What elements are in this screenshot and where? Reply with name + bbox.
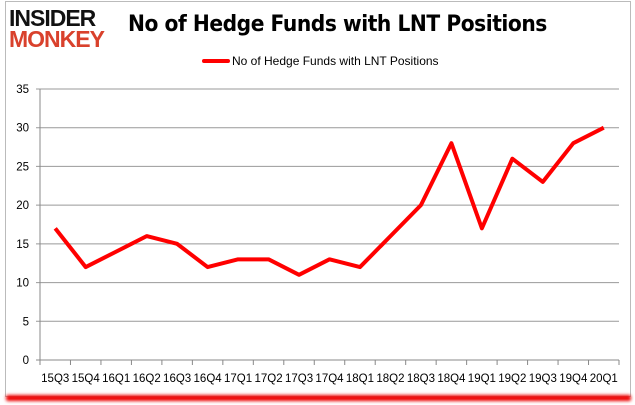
logo-line1: INSIDER: [9, 5, 96, 31]
x-tick-label: 16Q4: [194, 373, 223, 385]
x-tick-label: 16Q1: [102, 373, 130, 385]
x-tick-label: 17Q3: [285, 373, 313, 385]
x-tick-label: 16Q2: [133, 373, 161, 385]
x-tick-label: 15Q4: [72, 373, 101, 385]
legend-swatch: [202, 59, 230, 63]
x-tick-label: 18Q4: [437, 373, 466, 385]
x-tick-label: 19Q3: [529, 373, 557, 385]
y-tick-label: 25: [16, 161, 29, 173]
x-tick-label: 18Q1: [346, 373, 374, 385]
y-tick-label: 10: [16, 278, 29, 290]
y-tick-label: 15: [16, 239, 29, 251]
series-line: [53, 125, 605, 277]
logo-line2: MONKEY: [9, 26, 105, 52]
x-tick-label: 17Q1: [224, 373, 252, 385]
x-tick-label: 16Q3: [163, 373, 191, 385]
x-tick-label: 15Q3: [41, 373, 69, 385]
x-tick-label: 17Q4: [315, 373, 344, 385]
chart-title: No of Hedge Funds with LNT Positions: [128, 12, 547, 37]
x-tick-label: 18Q3: [407, 373, 435, 385]
y-tick-label: 30: [16, 123, 29, 135]
y-tick-label: 35: [16, 84, 29, 96]
x-tick-label: 19Q1: [468, 373, 496, 385]
x-tick-label: 18Q2: [376, 373, 404, 385]
y-tick-label: 20: [16, 200, 29, 212]
x-tick-label: 19Q2: [498, 373, 526, 385]
legend: No of Hedge Funds with LNT Positions: [202, 54, 439, 68]
x-tick-label: 20Q1: [590, 373, 618, 385]
y-tick-label: 5: [23, 316, 29, 328]
legend-label: No of Hedge Funds with LNT Positions: [232, 54, 439, 68]
y-tick-label: 0: [23, 355, 29, 367]
insider-monkey-logo: INSIDER MONKEY: [9, 5, 105, 52]
chart-frame: [5, 1, 631, 397]
x-tick-label: 19Q4: [559, 373, 588, 385]
x-tick-label: 17Q2: [254, 373, 282, 385]
frame-shadow: [6, 395, 631, 401]
